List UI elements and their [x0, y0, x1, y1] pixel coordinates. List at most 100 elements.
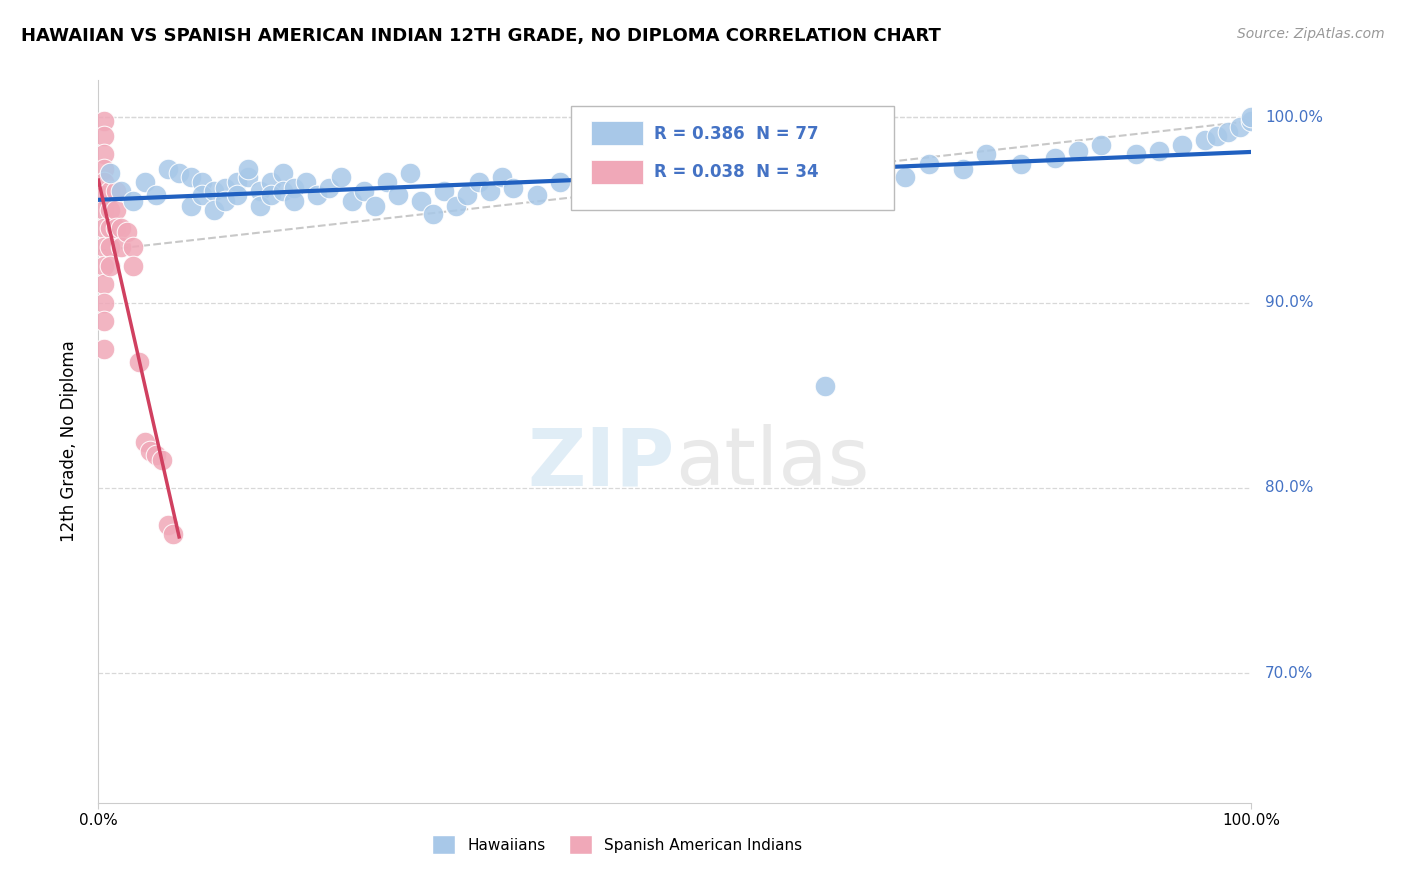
Point: [271, 166, 294, 180]
Point: [191, 188, 214, 202]
Point: [1171, 138, 1194, 153]
Text: 80.0%: 80.0%: [1265, 481, 1313, 495]
Point: [444, 199, 467, 213]
Point: [318, 180, 340, 194]
Point: [249, 199, 271, 213]
Point: [238, 162, 260, 177]
Point: [502, 180, 524, 194]
Point: [617, 162, 640, 177]
Point: [122, 240, 145, 254]
Point: [744, 166, 766, 180]
Point: [93, 175, 115, 189]
Point: [156, 162, 179, 177]
FancyBboxPatch shape: [571, 105, 894, 211]
Point: [271, 185, 294, 199]
Point: [974, 147, 997, 161]
Point: [721, 185, 744, 199]
Point: [162, 527, 184, 541]
Point: [295, 175, 318, 189]
Point: [491, 169, 513, 184]
Text: HAWAIIAN VS SPANISH AMERICAN INDIAN 12TH GRADE, NO DIPLOMA CORRELATION CHART: HAWAIIAN VS SPANISH AMERICAN INDIAN 12TH…: [21, 27, 941, 45]
Point: [307, 188, 329, 202]
Point: [260, 188, 283, 202]
Point: [134, 434, 156, 449]
Text: 100.0%: 100.0%: [1265, 110, 1323, 125]
Point: [595, 169, 617, 184]
Point: [1147, 144, 1170, 158]
Point: [128, 355, 150, 369]
Point: [98, 202, 121, 217]
Point: [375, 175, 398, 189]
Point: [93, 114, 115, 128]
Point: [93, 277, 115, 291]
Point: [571, 185, 593, 199]
Point: [225, 188, 247, 202]
FancyBboxPatch shape: [591, 160, 643, 184]
Point: [283, 194, 305, 208]
Point: [122, 194, 145, 208]
Point: [104, 185, 127, 199]
Point: [1229, 120, 1251, 134]
Point: [779, 162, 801, 177]
Point: [98, 259, 121, 273]
Point: [156, 517, 179, 532]
Point: [1010, 156, 1032, 170]
Text: Source: ZipAtlas.com: Source: ZipAtlas.com: [1237, 27, 1385, 41]
Point: [548, 175, 571, 189]
Point: [93, 188, 115, 202]
Point: [93, 147, 115, 161]
Point: [353, 185, 375, 199]
Point: [387, 188, 409, 202]
Point: [526, 188, 548, 202]
Point: [249, 185, 271, 199]
Point: [1194, 132, 1216, 146]
Point: [917, 156, 939, 170]
Point: [260, 175, 283, 189]
Point: [422, 207, 444, 221]
Point: [456, 188, 478, 202]
Point: [848, 166, 870, 180]
Point: [134, 175, 156, 189]
Point: [214, 194, 236, 208]
Point: [98, 221, 121, 235]
Text: 90.0%: 90.0%: [1265, 295, 1313, 310]
Point: [93, 128, 115, 143]
Point: [93, 221, 115, 235]
Point: [98, 166, 121, 180]
Text: R = 0.386  N = 77: R = 0.386 N = 77: [654, 125, 818, 143]
Point: [122, 259, 145, 273]
Point: [191, 175, 214, 189]
Point: [468, 175, 491, 189]
Point: [1045, 151, 1067, 165]
Text: R = 0.038  N = 34: R = 0.038 N = 34: [654, 163, 818, 181]
Point: [180, 169, 202, 184]
Point: [283, 180, 305, 194]
Point: [398, 166, 420, 180]
Y-axis label: 12th Grade, No Diploma: 12th Grade, No Diploma: [59, 341, 77, 542]
Point: [93, 240, 115, 254]
Point: [238, 169, 260, 184]
Point: [104, 202, 127, 217]
Point: [93, 202, 115, 217]
Point: [814, 379, 837, 393]
Legend: Hawaiians, Spanish American Indians: Hawaiians, Spanish American Indians: [426, 830, 808, 860]
Point: [1240, 114, 1263, 128]
Point: [952, 162, 974, 177]
Point: [1067, 144, 1090, 158]
Point: [664, 169, 686, 184]
Point: [225, 175, 247, 189]
Point: [93, 162, 115, 177]
Point: [93, 314, 115, 328]
Point: [1218, 125, 1240, 139]
Point: [872, 156, 894, 170]
Point: [641, 175, 664, 189]
Point: [145, 188, 167, 202]
Point: [329, 169, 352, 184]
Point: [93, 259, 115, 273]
Point: [1125, 147, 1147, 161]
Point: [202, 202, 225, 217]
Point: [167, 166, 190, 180]
Point: [139, 443, 162, 458]
Point: [479, 185, 502, 199]
Point: [180, 199, 202, 213]
